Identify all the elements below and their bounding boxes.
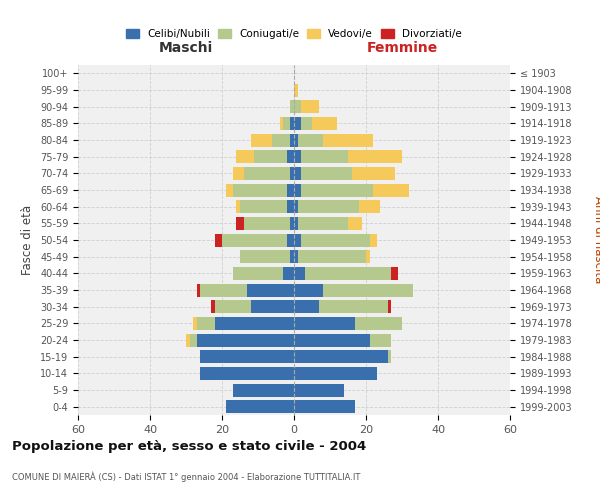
- Bar: [211, 300, 215, 313]
- Bar: [200, 367, 294, 380]
- Bar: [226, 400, 294, 413]
- Bar: [254, 150, 287, 163]
- Bar: [226, 184, 233, 196]
- Bar: [193, 317, 197, 330]
- Bar: [323, 134, 373, 146]
- Bar: [197, 317, 215, 330]
- Bar: [388, 350, 391, 363]
- Text: Popolazione per età, sesso e stato civile - 2004: Popolazione per età, sesso e stato civil…: [12, 440, 366, 453]
- Bar: [294, 250, 298, 263]
- Bar: [319, 300, 388, 313]
- Bar: [290, 117, 294, 130]
- Bar: [294, 317, 355, 330]
- Bar: [236, 217, 244, 230]
- Bar: [348, 217, 362, 230]
- Bar: [290, 100, 294, 113]
- Bar: [298, 200, 359, 213]
- Bar: [251, 300, 294, 313]
- Text: COMUNE DI MAIERÀ (CS) - Dati ISTAT 1° gennaio 2004 - Elaborazione TUTTITALIA.IT: COMUNE DI MAIERÀ (CS) - Dati ISTAT 1° ge…: [12, 472, 361, 482]
- Bar: [298, 134, 323, 146]
- Bar: [236, 200, 240, 213]
- Bar: [215, 234, 222, 246]
- Bar: [294, 184, 301, 196]
- Bar: [244, 217, 290, 230]
- Bar: [200, 284, 247, 296]
- Bar: [294, 350, 388, 363]
- Bar: [370, 334, 391, 346]
- Bar: [294, 134, 298, 146]
- Bar: [301, 100, 319, 113]
- Bar: [294, 117, 301, 130]
- Bar: [301, 167, 352, 180]
- Bar: [294, 367, 377, 380]
- Bar: [294, 100, 301, 113]
- Bar: [251, 134, 272, 146]
- Bar: [301, 150, 348, 163]
- Text: Femmine: Femmine: [367, 40, 437, 54]
- Bar: [298, 250, 366, 263]
- Bar: [240, 250, 290, 263]
- Bar: [186, 334, 190, 346]
- Bar: [294, 284, 323, 296]
- Bar: [283, 267, 294, 280]
- Bar: [312, 117, 337, 130]
- Bar: [200, 350, 294, 363]
- Bar: [348, 150, 402, 163]
- Bar: [359, 200, 380, 213]
- Bar: [391, 267, 398, 280]
- Bar: [190, 334, 197, 346]
- Bar: [388, 300, 391, 313]
- Bar: [247, 284, 294, 296]
- Bar: [283, 117, 290, 130]
- Bar: [294, 167, 301, 180]
- Bar: [287, 184, 294, 196]
- Bar: [222, 234, 287, 246]
- Bar: [233, 167, 244, 180]
- Bar: [287, 200, 294, 213]
- Bar: [294, 200, 298, 213]
- Text: Maschi: Maschi: [159, 40, 213, 54]
- Bar: [294, 300, 319, 313]
- Bar: [233, 184, 287, 196]
- Bar: [197, 334, 294, 346]
- Bar: [290, 167, 294, 180]
- Bar: [240, 200, 287, 213]
- Bar: [280, 117, 283, 130]
- Bar: [294, 267, 305, 280]
- Bar: [355, 317, 402, 330]
- Bar: [301, 234, 370, 246]
- Bar: [215, 300, 251, 313]
- Bar: [294, 84, 298, 96]
- Bar: [197, 284, 200, 296]
- Bar: [298, 217, 348, 230]
- Bar: [290, 217, 294, 230]
- Bar: [233, 384, 294, 396]
- Bar: [301, 184, 373, 196]
- Bar: [366, 250, 370, 263]
- Bar: [233, 267, 283, 280]
- Bar: [301, 117, 312, 130]
- Bar: [272, 134, 290, 146]
- Y-axis label: Fasce di età: Fasce di età: [22, 205, 34, 275]
- Bar: [294, 384, 344, 396]
- Bar: [323, 284, 413, 296]
- Bar: [287, 234, 294, 246]
- Bar: [370, 234, 377, 246]
- Bar: [290, 250, 294, 263]
- Bar: [236, 150, 254, 163]
- Bar: [294, 150, 301, 163]
- Bar: [290, 134, 294, 146]
- Bar: [305, 267, 391, 280]
- Bar: [294, 234, 301, 246]
- Bar: [215, 317, 294, 330]
- Bar: [294, 400, 355, 413]
- Bar: [373, 184, 409, 196]
- Bar: [352, 167, 395, 180]
- Y-axis label: Anni di nascita: Anni di nascita: [592, 196, 600, 284]
- Bar: [294, 217, 298, 230]
- Bar: [244, 167, 290, 180]
- Legend: Celibi/Nubili, Coniugati/e, Vedovi/e, Divorziati/e: Celibi/Nubili, Coniugati/e, Vedovi/e, Di…: [122, 24, 466, 44]
- Bar: [294, 334, 370, 346]
- Bar: [287, 150, 294, 163]
